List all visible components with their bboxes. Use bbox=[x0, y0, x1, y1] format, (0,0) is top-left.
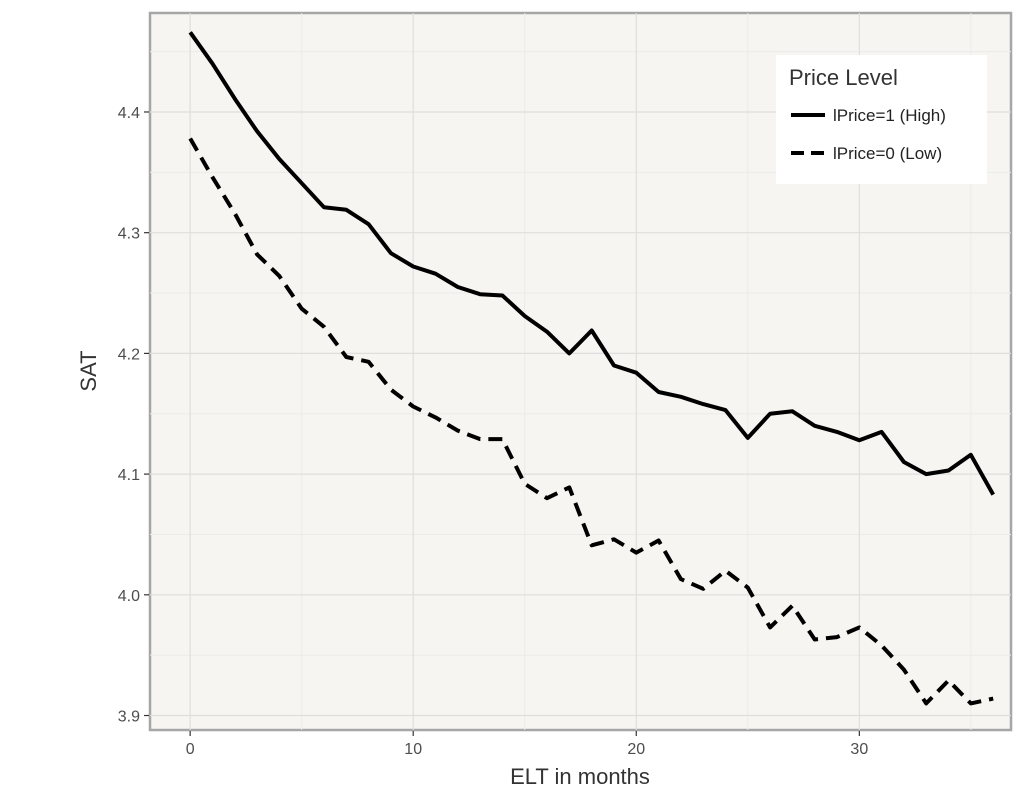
data-point bbox=[703, 588, 704, 589]
data-point bbox=[413, 406, 414, 407]
data-point bbox=[770, 627, 771, 628]
series-line-low-price bbox=[188, 137, 994, 706]
data-point bbox=[368, 361, 369, 362]
x-tick-label: 0 bbox=[186, 741, 195, 758]
data-point bbox=[881, 645, 882, 646]
data-point bbox=[212, 177, 213, 178]
data-point bbox=[970, 703, 971, 704]
data-point bbox=[413, 266, 414, 267]
data-point bbox=[970, 454, 971, 455]
data-point bbox=[725, 570, 726, 571]
data-point bbox=[257, 254, 258, 255]
data-point bbox=[323, 326, 324, 327]
data-point bbox=[547, 498, 548, 499]
y-axis-title: SAT bbox=[76, 350, 101, 391]
data-point bbox=[948, 470, 949, 471]
data-point bbox=[680, 396, 681, 397]
data-point bbox=[747, 437, 748, 438]
data-point bbox=[234, 213, 235, 214]
legend-label-high: lPrice=1 (High) bbox=[833, 106, 946, 125]
data-point bbox=[591, 330, 592, 331]
data-point bbox=[770, 413, 771, 414]
data-point bbox=[814, 639, 815, 640]
data-point bbox=[569, 353, 570, 354]
data-point bbox=[480, 294, 481, 295]
y-tick-label: 3.9 bbox=[118, 709, 140, 726]
data-point bbox=[703, 404, 704, 405]
x-tick-label: 20 bbox=[627, 741, 645, 758]
data-point bbox=[480, 439, 481, 440]
data-point bbox=[457, 287, 458, 288]
data-point bbox=[257, 131, 258, 132]
data-point bbox=[346, 209, 347, 210]
data-point bbox=[658, 540, 659, 541]
data-point bbox=[903, 462, 904, 463]
data-point bbox=[636, 552, 637, 553]
y-tick-label: 4.4 bbox=[118, 105, 140, 122]
legend-title: Price Level bbox=[789, 65, 898, 90]
data-point bbox=[502, 439, 503, 440]
data-point bbox=[190, 138, 191, 139]
data-point bbox=[725, 410, 726, 411]
data-point bbox=[859, 440, 860, 441]
data-point bbox=[680, 579, 681, 580]
data-point bbox=[323, 207, 324, 208]
data-point bbox=[190, 32, 191, 33]
data-point bbox=[993, 494, 994, 495]
y-tick-label: 4.2 bbox=[118, 346, 140, 363]
data-point bbox=[279, 276, 280, 277]
legend-label-low: lPrice=0 (Low) bbox=[833, 144, 942, 163]
data-point bbox=[435, 273, 436, 274]
series-layer bbox=[188, 31, 995, 706]
data-point bbox=[524, 483, 525, 484]
data-point bbox=[792, 411, 793, 412]
data-point bbox=[903, 669, 904, 670]
data-point bbox=[390, 389, 391, 390]
data-point bbox=[747, 587, 748, 588]
legend: Price Level lPrice=1 (High) lPrice=0 (Lo… bbox=[776, 55, 987, 184]
y-tick-label: 4.1 bbox=[118, 467, 140, 484]
data-point bbox=[814, 425, 815, 426]
x-axis-title: ELT in months bbox=[510, 764, 650, 789]
y-tick-label: 4.3 bbox=[118, 226, 140, 243]
data-point bbox=[368, 224, 369, 225]
data-point bbox=[502, 295, 503, 296]
data-point bbox=[926, 474, 927, 475]
y-axis: 3.9 4.0 4.1 4.2 4.3 4.4 bbox=[118, 105, 149, 726]
data-point bbox=[212, 63, 213, 64]
data-point bbox=[301, 183, 302, 184]
data-point bbox=[524, 315, 525, 316]
data-point bbox=[591, 545, 592, 546]
data-point bbox=[837, 431, 838, 432]
data-point bbox=[948, 680, 949, 681]
data-point bbox=[881, 431, 882, 432]
data-point bbox=[547, 331, 548, 332]
x-axis: 0 10 20 30 bbox=[186, 731, 868, 758]
data-point bbox=[613, 539, 614, 540]
data-point bbox=[234, 98, 235, 99]
data-point bbox=[859, 627, 860, 628]
data-point bbox=[926, 703, 927, 704]
data-point bbox=[390, 253, 391, 254]
x-tick-label: 30 bbox=[850, 741, 868, 758]
data-point bbox=[636, 372, 637, 373]
data-point bbox=[346, 357, 347, 358]
series-line-high-price bbox=[188, 31, 995, 496]
data-point bbox=[837, 637, 838, 638]
data-point bbox=[279, 159, 280, 160]
data-point bbox=[569, 487, 570, 488]
data-point bbox=[613, 365, 614, 366]
data-point bbox=[993, 698, 994, 699]
data-point bbox=[435, 417, 436, 418]
y-tick-label: 4.0 bbox=[118, 588, 140, 605]
data-point bbox=[301, 308, 302, 309]
data-point bbox=[457, 430, 458, 431]
legend-box bbox=[776, 55, 987, 184]
x-tick-label: 10 bbox=[404, 741, 422, 758]
data-point bbox=[658, 392, 659, 393]
data-point bbox=[792, 605, 793, 606]
